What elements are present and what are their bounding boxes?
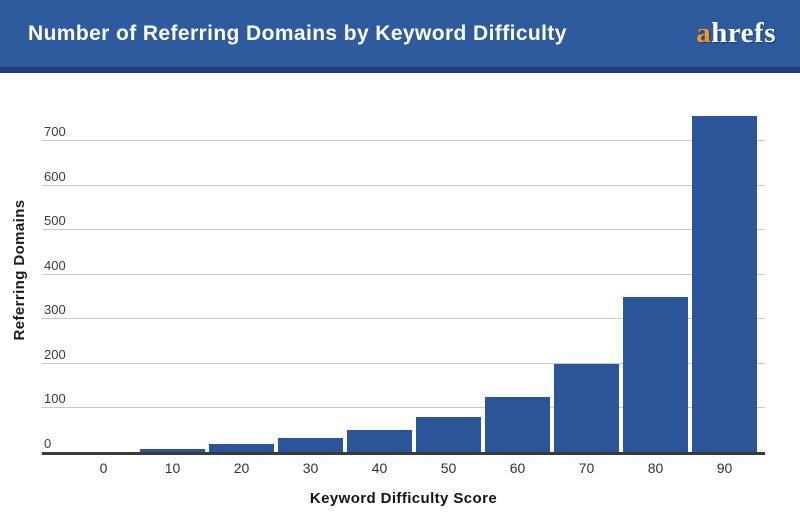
- gridline-y-600: [42, 185, 765, 186]
- gridline-y-200: [42, 363, 765, 364]
- bar-kd-70: [554, 364, 619, 453]
- bar-kd-50: [416, 417, 481, 453]
- x-tick-label-10: 10: [164, 460, 181, 476]
- x-tick-label-40: 40: [371, 460, 388, 476]
- y-tick-label-400: 400: [44, 258, 66, 273]
- x-tick-label-60: 60: [509, 460, 526, 476]
- x-tick-label-70: 70: [578, 460, 595, 476]
- gridline-y-700: [42, 140, 765, 141]
- y-tick-label-300: 300: [44, 302, 66, 317]
- y-tick-label-600: 600: [44, 169, 66, 184]
- ahrefs-logo: ahrefs: [696, 17, 776, 50]
- y-axis-title: Referring Domains: [11, 199, 28, 341]
- y-tick-label-0: 0: [44, 436, 52, 451]
- bar-kd-60: [485, 397, 550, 453]
- gridline-y-500: [42, 229, 765, 230]
- bar-kd-80: [623, 297, 688, 453]
- ahrefs-logo-rest: hrefs: [711, 17, 776, 49]
- gridline-y-400: [42, 274, 765, 275]
- y-tick-label-500: 500: [44, 213, 66, 228]
- x-tick-label-30: 30: [302, 460, 319, 476]
- y-tick-label-100: 100: [44, 391, 66, 406]
- bar-kd-30: [278, 438, 343, 453]
- y-tick-label-200: 200: [44, 347, 66, 362]
- bar-chart: 0 100 200 300 400 500 600 700 0 10 20 30 40 50 60 70 80 9…: [0, 73, 800, 517]
- x-axis-line: [42, 452, 765, 455]
- x-tick-label-50: 50: [440, 460, 457, 476]
- gridline-y-300: [42, 318, 765, 319]
- x-tick-label-80: 80: [647, 460, 664, 476]
- x-tick-label-0: 0: [99, 460, 108, 476]
- page-title: Number of Referring Domains by Keyword D…: [28, 21, 567, 45]
- ahrefs-logo-accent-letter: a: [696, 17, 712, 49]
- x-tick-label-90: 90: [716, 460, 733, 476]
- x-tick-label-20: 20: [233, 460, 250, 476]
- bar-kd-10: [140, 449, 205, 453]
- bar-kd-40: [347, 430, 412, 453]
- bar-kd-90: [692, 116, 757, 453]
- y-tick-label-700: 700: [44, 124, 66, 139]
- gridline-y-100: [42, 407, 765, 408]
- x-axis-title: Keyword Difficulty Score: [309, 490, 498, 507]
- header-bar: Number of Referring Domains by Keyword D…: [0, 0, 800, 73]
- bar-kd-20: [209, 444, 274, 453]
